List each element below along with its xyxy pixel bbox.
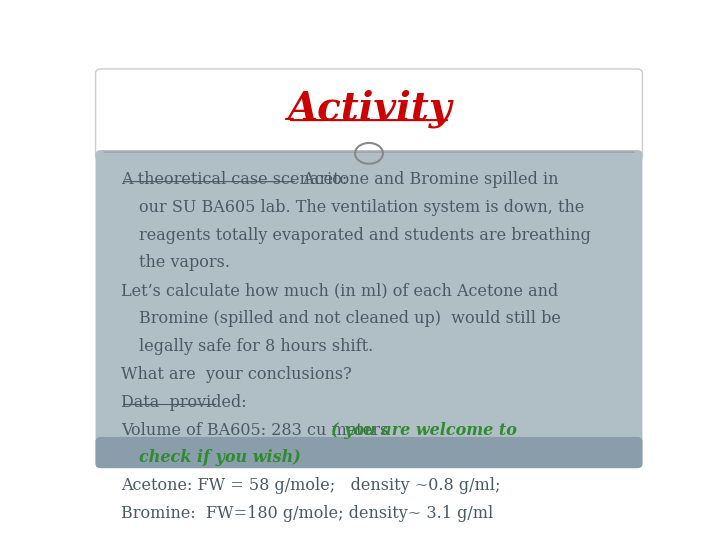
Text: Acetone and Bromine spilled in: Acetone and Bromine spilled in xyxy=(297,171,558,188)
Text: legally safe for 8 hours shift.: legally safe for 8 hours shift. xyxy=(139,338,374,355)
FancyBboxPatch shape xyxy=(96,437,642,468)
Text: ( you are welcome to: ( you are welcome to xyxy=(331,422,517,438)
Text: What are  your conclusions?: What are your conclusions? xyxy=(121,366,351,383)
Text: Acetone: FW = 58 g/mole;   density ~0.8 g/ml;: Acetone: FW = 58 g/mole; density ~0.8 g/… xyxy=(121,477,500,494)
Text: Let’s calculate how much (in ml) of each Acetone and: Let’s calculate how much (in ml) of each… xyxy=(121,282,558,299)
Text: A theoretical case scenario:: A theoretical case scenario: xyxy=(121,171,347,188)
Text: Volume of BA605: 283 cu meters: Volume of BA605: 283 cu meters xyxy=(121,422,393,438)
Text: Bromine:  FW=180 g/mole; density~ 3.1 g/ml: Bromine: FW=180 g/mole; density~ 3.1 g/m… xyxy=(121,505,493,522)
Text: check if you wish): check if you wish) xyxy=(139,449,301,467)
Text: the vapors.: the vapors. xyxy=(139,254,230,272)
Text: Activity: Activity xyxy=(287,89,451,127)
Text: Data  provided:: Data provided: xyxy=(121,394,246,411)
FancyBboxPatch shape xyxy=(96,69,642,160)
Text: our SU BA605 lab. The ventilation system is down, the: our SU BA605 lab. The ventilation system… xyxy=(139,199,585,215)
Text: Bromine (spilled and not cleaned up)  would still be: Bromine (spilled and not cleaned up) wou… xyxy=(139,310,561,327)
Text: reagents totally evaporated and students are breathing: reagents totally evaporated and students… xyxy=(139,227,591,244)
FancyBboxPatch shape xyxy=(96,150,642,468)
